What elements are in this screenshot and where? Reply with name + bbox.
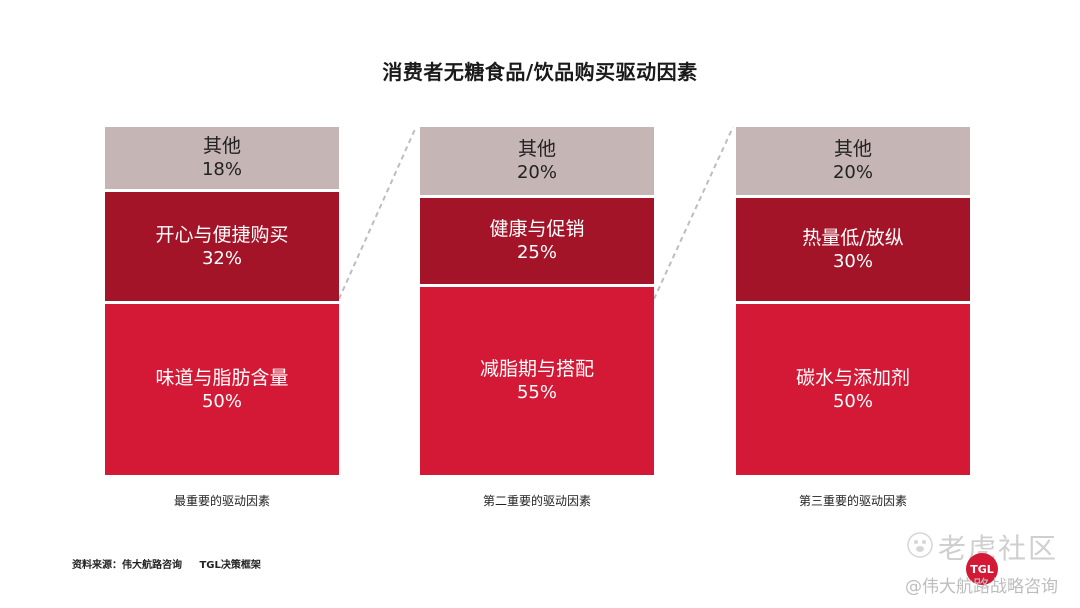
segment-other: 其他 20% xyxy=(420,127,654,195)
segment-value: 20% xyxy=(516,162,557,183)
segment-value: 18% xyxy=(201,159,242,180)
segment-second: 热量低/放纵 30% xyxy=(736,198,970,301)
connector-line-1 xyxy=(338,126,417,300)
watermark-sub: @伟大航路战略咨询 xyxy=(905,577,1058,597)
segment-second: 健康与促销 25% xyxy=(420,198,654,284)
column-caption: 最重要的驱动因素 xyxy=(173,494,270,508)
column-1: 其他 18% 开心与便捷购买 32% 味道与脂肪含量 50% xyxy=(105,127,339,475)
segment-value: 55% xyxy=(516,382,557,403)
segment-value: 25% xyxy=(516,242,557,263)
segment-value: 20% xyxy=(832,162,873,183)
segment-label: 健康与促销 xyxy=(489,218,585,240)
watermark-main: 老虎社区 xyxy=(937,532,1058,565)
segment-label: 减脂期与搭配 xyxy=(479,358,594,380)
segment-other: 其他 20% xyxy=(736,127,970,195)
segment-value: 50% xyxy=(201,390,242,412)
column-2: 其他 20% 健康与促销 25% 减脂期与搭配 55% xyxy=(420,127,654,475)
segment-label: 碳水与添加剂 xyxy=(795,366,910,389)
segment-label: 开心与便捷购买 xyxy=(155,223,289,246)
segment-main: 减脂期与搭配 55% xyxy=(420,287,654,475)
chart-title: 消费者无糖食品/饮品购买驱动因素 xyxy=(382,60,698,84)
segment-label: 其他 xyxy=(833,138,872,160)
segment-label: 其他 xyxy=(202,135,241,157)
source-extra: TGL决策框架 xyxy=(199,560,261,571)
segment-other: 其他 18% xyxy=(105,127,339,189)
segment-value: 50% xyxy=(832,390,873,412)
segment-value: 32% xyxy=(201,247,242,269)
column-3: 其他 20% 热量低/放纵 30% 碳水与添加剂 50% xyxy=(736,127,970,475)
source-note: 资料来源：伟大航路咨询 TGL决策框架 xyxy=(72,556,275,571)
segment-main: 碳水与添加剂 50% xyxy=(736,304,970,475)
source-label: 资料来源：伟大航路咨询 xyxy=(72,560,182,571)
segment-label: 其他 xyxy=(517,138,556,160)
segment-second: 开心与便捷购买 32% xyxy=(105,192,339,301)
column-caption: 第三重要的驱动因素 xyxy=(798,494,907,508)
segment-label: 热量低/放纵 xyxy=(802,226,904,249)
paw-watermark-icon xyxy=(907,532,933,558)
segment-main: 味道与脂肪含量 50% xyxy=(105,304,339,475)
column-caption: 第二重要的驱动因素 xyxy=(482,494,591,508)
tgl-logo: TGL xyxy=(966,553,998,585)
connector-line-2 xyxy=(653,126,734,300)
segment-label: 味道与脂肪含量 xyxy=(155,366,289,389)
segment-value: 30% xyxy=(832,250,873,272)
